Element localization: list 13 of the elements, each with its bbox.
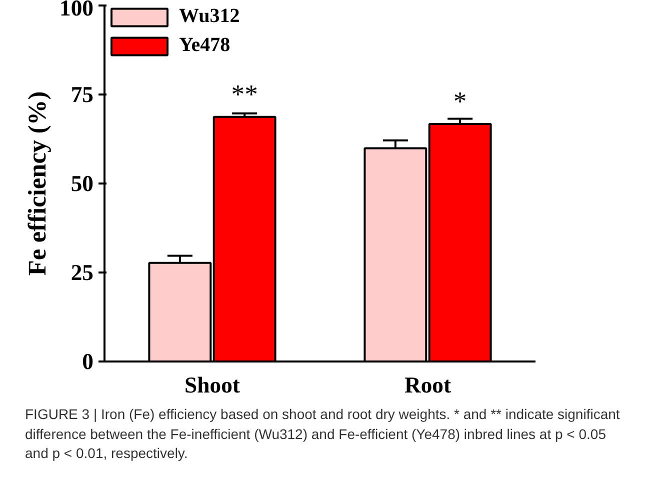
- x-tick-label: Root: [404, 372, 452, 398]
- y-tick-label: 0: [82, 349, 94, 374]
- annotation: **: [231, 78, 258, 109]
- caption: FIGURE 3 | Iron (Fe) efficiency based on shoot and root dry weights. * and ** indicate significant difference between the Fe-inefficient (Wu312) and Fe-efficient (Ye478) inbred lines at p < 0.05 and p < 0.01, respectively.: [25, 405, 621, 464]
- annotation: *: [453, 86, 467, 116]
- y-axis-title: Fe efficiency (%): [24, 91, 52, 276]
- y-tick-label: 50: [70, 171, 94, 196]
- x-tick-label: Shoot: [184, 372, 240, 398]
- legend-label: Ye478: [179, 34, 230, 57]
- y-tick-label: 75: [70, 82, 94, 107]
- legend-label: Wu312: [179, 5, 240, 28]
- y-tick-label: 100: [60, 0, 94, 20]
- y-tick-label: 25: [70, 260, 94, 285]
